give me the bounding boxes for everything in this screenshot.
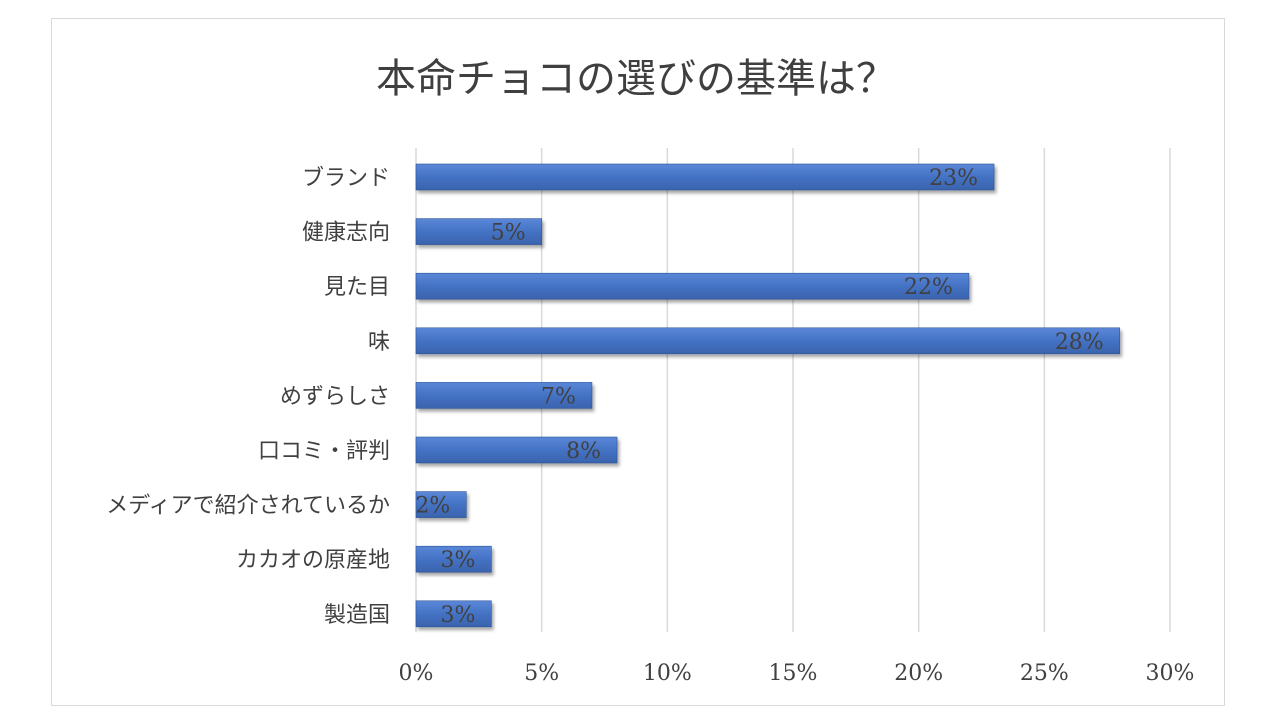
category-label: カカオの原産地 [236, 548, 390, 573]
x-tick-label: 10% [643, 661, 692, 686]
bar [415, 218, 542, 245]
data-label: 7% [541, 384, 576, 409]
bar [415, 491, 467, 518]
data-label: 8% [566, 439, 601, 464]
x-tick-label: 0% [399, 661, 434, 686]
x-axis-tick-labels: 0% 5% 10% 15% 20% 25% 30% [399, 661, 1195, 686]
bar [415, 436, 618, 464]
x-tick-label: 15% [769, 661, 818, 686]
x-tick-label: 30% [1146, 661, 1195, 686]
bar [415, 382, 593, 409]
bar [415, 327, 1121, 355]
x-tick-label: 20% [894, 661, 943, 686]
data-label: 23% [929, 166, 978, 191]
category-label: めずらしさ [280, 384, 390, 409]
chart-title: 本命チョコの選びの基準は？ [376, 56, 896, 102]
data-label: 5% [491, 221, 526, 246]
category-label: 見た目 [324, 275, 390, 300]
bars [415, 163, 1121, 628]
data-label: 3% [440, 603, 475, 628]
data-label: 28% [1055, 330, 1104, 355]
category-label: 健康志向 [302, 221, 390, 246]
category-label: メディアで紹介されているか [106, 494, 390, 519]
bar [415, 600, 492, 628]
x-tick-label: 25% [1020, 661, 1069, 686]
bar [415, 545, 492, 573]
bar [415, 163, 995, 191]
data-label: 3% [440, 548, 475, 573]
category-labels: ブランド健康志向見た目味めずらしさ口コミ・評判メディアで紹介されているかカカオの… [106, 166, 390, 628]
category-label: 製造国 [324, 603, 390, 628]
category-label: ブランド [302, 166, 390, 191]
category-label: 口コミ・評判 [258, 439, 390, 464]
category-label: 味 [368, 330, 390, 355]
data-labels: 23% 5% 22% 28% 7% 8% 2% 3% 3% [415, 166, 1103, 628]
data-label: 2% [415, 494, 450, 519]
chart-frame [51, 18, 1225, 706]
data-label: 22% [904, 275, 953, 300]
bar [415, 272, 970, 300]
x-tick-label: 5% [524, 661, 559, 686]
